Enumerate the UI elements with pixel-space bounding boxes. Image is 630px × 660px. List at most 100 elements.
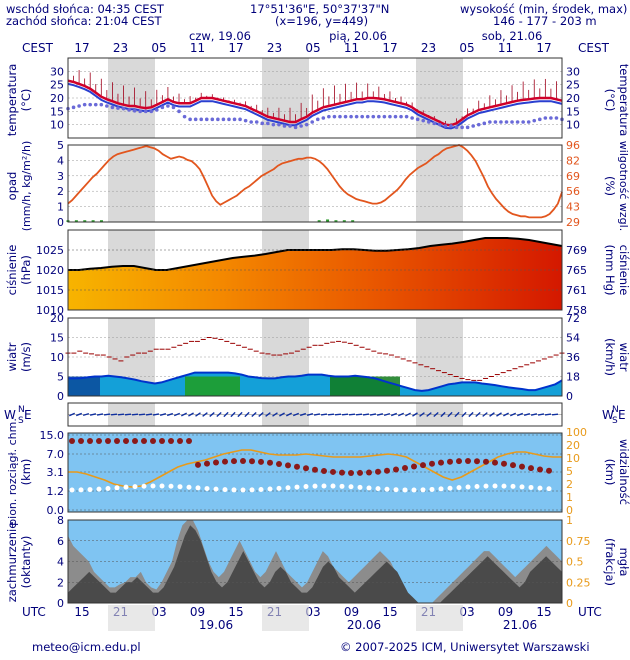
pressure-ytick: 1020 bbox=[36, 264, 64, 277]
cloudbase-low-dot bbox=[105, 485, 111, 491]
bottom-tz-label-right: UTC bbox=[578, 605, 602, 619]
day-label: pią, 20.06 bbox=[329, 29, 387, 43]
cloudbase-ytick: 7.0 bbox=[47, 448, 65, 461]
dewpoint-dot bbox=[488, 120, 492, 124]
winddir-south-right: S bbox=[612, 416, 618, 426]
wind-arrow bbox=[551, 413, 559, 416]
wind-arrow bbox=[320, 413, 328, 416]
visibility-ytick: 2 bbox=[566, 478, 573, 491]
dewpoint-dot bbox=[116, 106, 120, 110]
wind-arrow bbox=[341, 413, 349, 416]
bottom-day-label: 19.06 bbox=[199, 618, 233, 632]
cloudbase-dot bbox=[141, 438, 147, 444]
cloudbase-ytick: 3.1 bbox=[47, 466, 65, 479]
cloudbase-low-dot bbox=[177, 484, 183, 490]
wind-ytick-right: 18 bbox=[566, 371, 580, 384]
dewpoint-dot bbox=[243, 118, 248, 123]
wind-arrow bbox=[159, 413, 167, 416]
cloudbase-dot bbox=[447, 458, 453, 465]
dewpoint-dot bbox=[93, 102, 98, 107]
wind-arrow bbox=[209, 412, 215, 417]
dewpoint-dot bbox=[238, 117, 242, 122]
wind-arrow bbox=[188, 412, 194, 417]
wind-ytick-right: 36 bbox=[566, 351, 580, 364]
humidity-ytick: 56 bbox=[566, 185, 580, 198]
wind-arrow bbox=[216, 411, 222, 418]
wind-arrow bbox=[405, 412, 411, 417]
dewpoint-dot bbox=[71, 105, 76, 110]
dewpoint-dot bbox=[393, 114, 398, 119]
cloudbase-dot bbox=[510, 462, 516, 469]
precip-bar bbox=[351, 220, 355, 222]
wind-arrow bbox=[166, 412, 174, 417]
cloudbase-dot bbox=[258, 458, 264, 465]
dewpoint-dot bbox=[260, 121, 265, 126]
wind-ytick: 0 bbox=[57, 390, 64, 403]
dewpoint-dot bbox=[454, 125, 459, 130]
dewpoint-dot bbox=[82, 102, 87, 107]
dewpoint-dot bbox=[315, 117, 320, 122]
wind-arrow bbox=[503, 412, 509, 417]
wind-ylabel-right: wiatr bbox=[617, 343, 630, 372]
cloudbase-low-dot bbox=[393, 487, 399, 493]
cloudbase-ytick: 1.2 bbox=[47, 485, 65, 498]
cloudbase-low-dot bbox=[186, 484, 192, 490]
dewpoint-dot bbox=[77, 104, 81, 108]
cloudbase-dot bbox=[528, 465, 534, 472]
cloudbase-low-dot bbox=[330, 483, 336, 489]
day-label: czw, 19.06 bbox=[189, 29, 251, 43]
pressure-ytick-right: 758 bbox=[566, 304, 587, 317]
temp-ylabel-right: temperatura bbox=[617, 64, 630, 137]
wind-arrow bbox=[251, 411, 257, 418]
wind-arrow bbox=[173, 412, 181, 417]
dewpoint-dot bbox=[199, 117, 204, 122]
precip-bar bbox=[91, 220, 95, 222]
dewpoint-dot bbox=[271, 122, 276, 127]
temp-ytick: 25 bbox=[50, 79, 64, 92]
precip-bar bbox=[317, 220, 321, 222]
dewpoint-dot bbox=[232, 117, 237, 122]
visibility-ytick: 5 bbox=[566, 465, 573, 478]
clouds-panel-frame bbox=[67, 519, 563, 604]
wind-arrow bbox=[152, 413, 160, 416]
dewpoint-dot bbox=[410, 116, 414, 120]
winddir-west-right: W bbox=[602, 408, 614, 422]
wind-arrow bbox=[265, 412, 271, 417]
dewpoint-dot bbox=[138, 109, 142, 114]
cloudbase-dot bbox=[483, 458, 489, 465]
cloudbase-low-dot bbox=[474, 483, 480, 489]
cloudbase-dot bbox=[546, 467, 552, 474]
cloudbase-dot bbox=[375, 468, 381, 475]
dewpoint-dot bbox=[476, 122, 481, 127]
cloudbase-dot bbox=[501, 460, 507, 467]
cloudbase-dot bbox=[438, 459, 444, 466]
wind-arrow bbox=[433, 411, 439, 418]
night-band bbox=[108, 58, 155, 138]
top-hour-tick: 23 bbox=[421, 41, 436, 55]
dewpoint-dot bbox=[249, 120, 253, 124]
wind-arrow bbox=[286, 412, 292, 417]
humidity-ylabel: wilgotność wzgl. bbox=[617, 141, 630, 231]
night-band-axis bbox=[108, 605, 155, 631]
wind-arrow bbox=[117, 413, 125, 416]
dewpoint-dot bbox=[166, 104, 170, 108]
cloudbase-low-dot bbox=[501, 483, 507, 489]
wind-arrow bbox=[96, 413, 104, 416]
bottom-hour-tick: 15 bbox=[382, 605, 397, 619]
cloudbase-dot bbox=[456, 458, 462, 465]
sunrise-text: wschód słońca: 04:35 CEST bbox=[6, 2, 164, 16]
footer-email[interactable]: meteo@icm.edu.pl bbox=[32, 640, 141, 654]
pressure-ytick: 1010 bbox=[36, 304, 64, 317]
pressure-ytick-right: 765 bbox=[566, 264, 587, 277]
wind-arrow bbox=[145, 413, 153, 416]
dewpoint-dot bbox=[216, 117, 220, 122]
cloudbase-low-dot bbox=[546, 486, 552, 492]
temp-ytick: 15 bbox=[50, 105, 64, 118]
cloudbase-dot bbox=[411, 463, 417, 470]
cloudbase-dot bbox=[240, 458, 246, 465]
temp-ytick: 10 bbox=[50, 119, 64, 132]
bottom-day-label: 21.06 bbox=[503, 618, 537, 632]
dewpoint-dot bbox=[321, 116, 326, 120]
pressure-ylabel-right-unit: (mm Hg) bbox=[603, 245, 617, 296]
